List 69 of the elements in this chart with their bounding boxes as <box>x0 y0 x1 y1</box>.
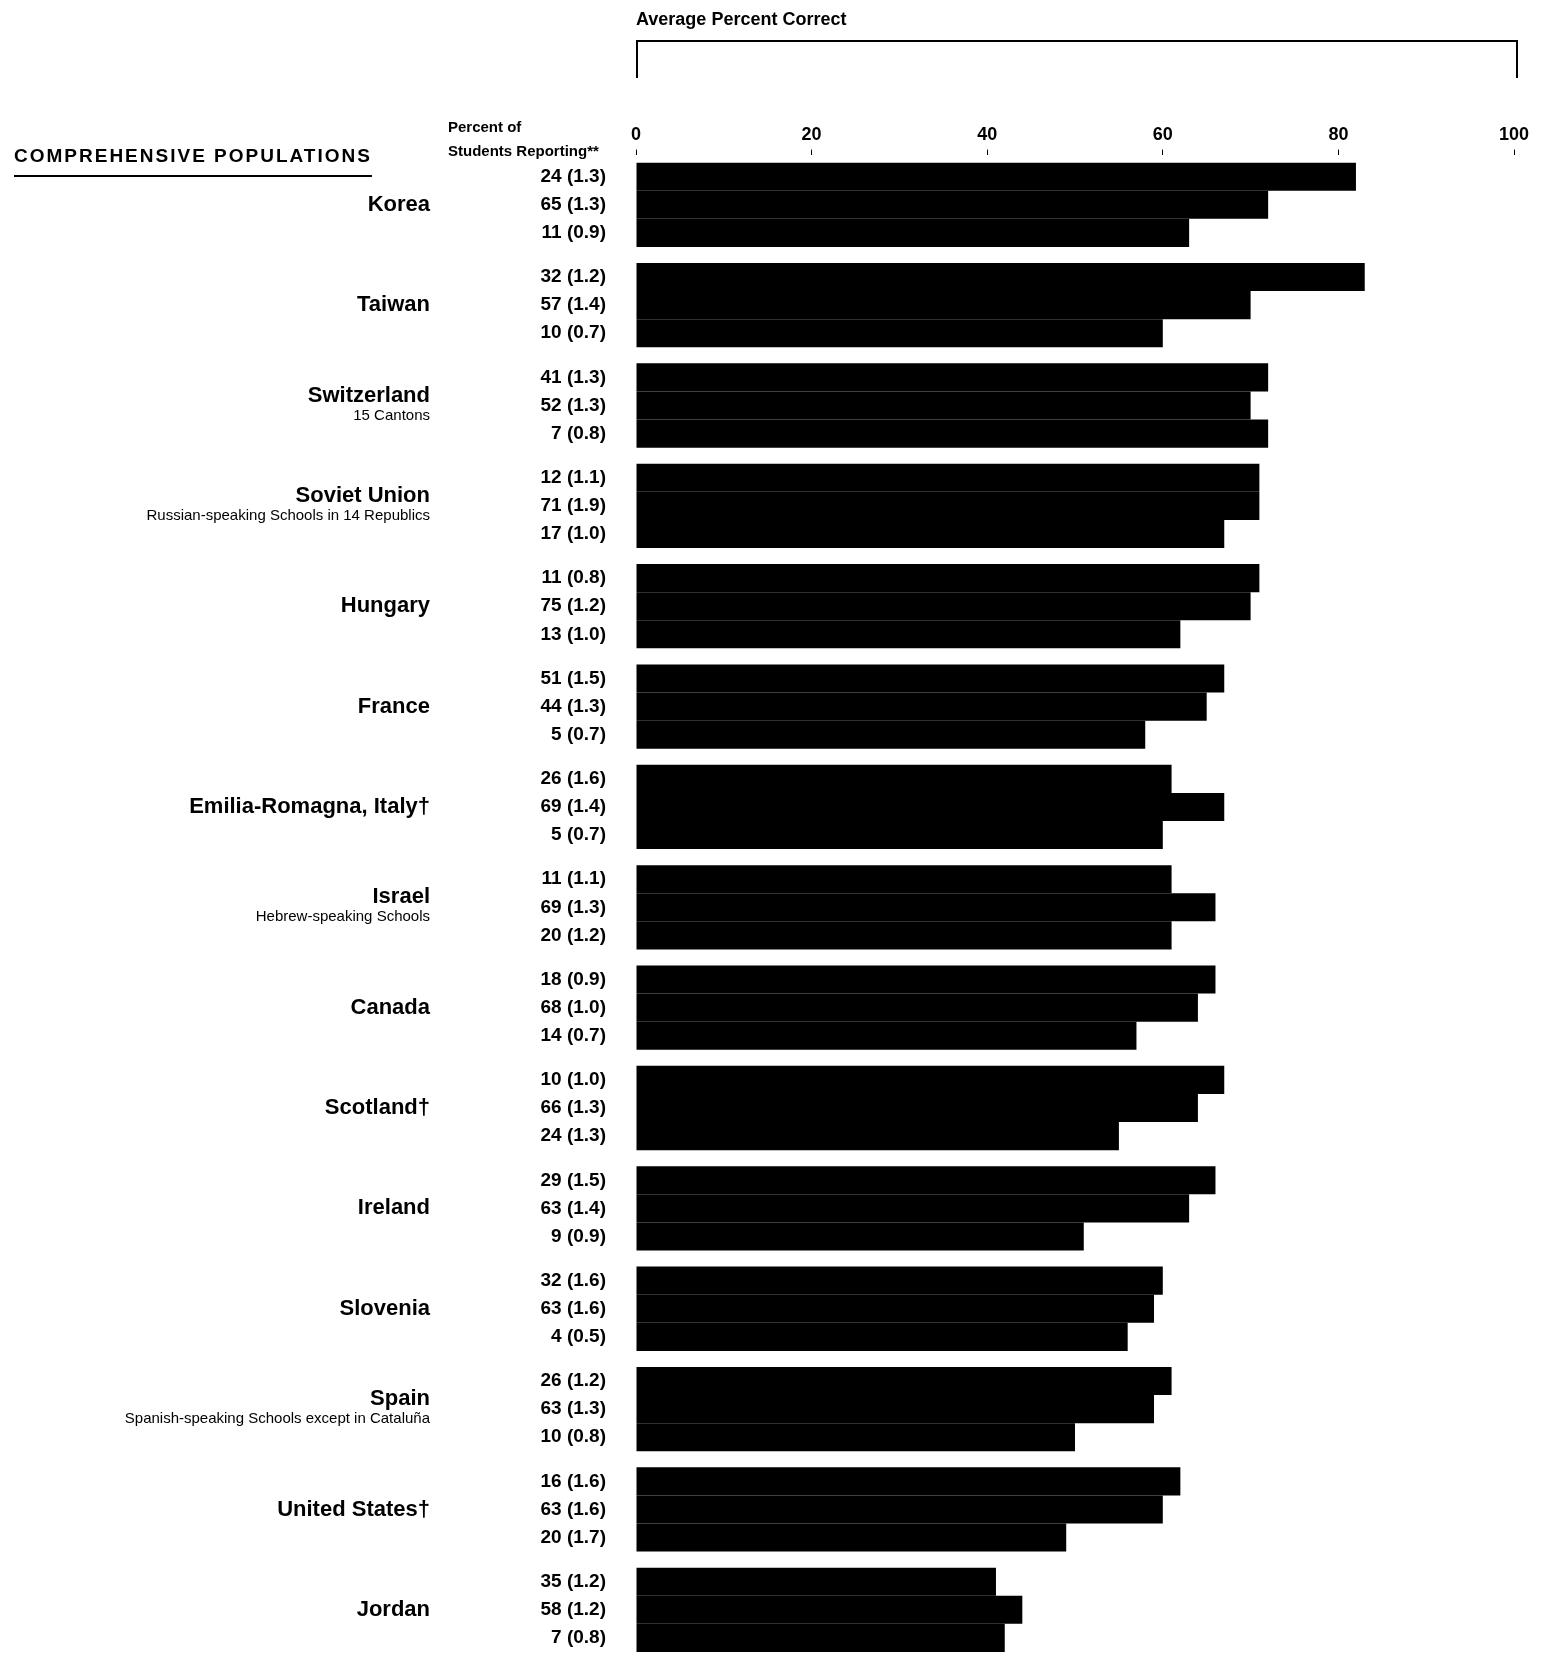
y-tick-label: Korea <box>367 190 431 216</box>
text: 63 (1.3) <box>540 1397 606 1419</box>
y-tick-label: Spain Spanish-speaking Schools except in Cataluña <box>124 1385 431 1427</box>
x2-tick-label: 20 <box>801 123 822 144</box>
x2-tick-label: 80 <box>1328 123 1349 144</box>
text: 63 (1.6) <box>540 1497 606 1519</box>
text: 75 (1.2) <box>540 594 606 616</box>
x2-axis-title: Average Percent Correct <box>636 8 847 29</box>
text: 65 (1.3) <box>540 193 606 215</box>
text: 24 (1.3) <box>540 1124 606 1146</box>
y-tick-label: Israel Hebrew-speaking Schools <box>255 883 430 925</box>
text: 5 (0.7) <box>551 823 606 845</box>
text: 10 (0.8) <box>540 1425 606 1447</box>
y-tick-label: Switzerland 15 Cantons <box>307 381 430 423</box>
text: 7 (0.8) <box>551 1626 606 1648</box>
text: 26 (1.6) <box>540 767 606 789</box>
text: 69 (1.3) <box>540 895 606 917</box>
y-tick-label: Taiwan <box>357 291 430 317</box>
y-tick-label: Hungary <box>340 592 431 618</box>
text: Percent of Students Reporting** <box>448 118 599 160</box>
text: 18 (0.9) <box>540 967 606 989</box>
text: 24 (1.3) <box>540 164 606 186</box>
text: 7 (0.8) <box>551 421 606 443</box>
text: 58 (1.2) <box>540 1598 606 1620</box>
text: 9 (0.9) <box>551 1224 606 1246</box>
y-tick-label: Jordan <box>356 1595 430 1621</box>
text: 66 (1.3) <box>540 1096 606 1118</box>
text: 4 (0.5) <box>551 1325 606 1347</box>
text: 35 (1.2) <box>540 1569 606 1591</box>
text: 20 (1.7) <box>540 1525 606 1547</box>
text: 12 (1.1) <box>540 465 606 487</box>
y-tick-label: United States† <box>277 1495 430 1521</box>
text: 57 (1.4) <box>540 293 606 315</box>
y-tick-label: France <box>357 692 430 718</box>
text: 5 (0.7) <box>551 722 606 744</box>
text: 69 (1.4) <box>540 795 606 817</box>
text: 32 (1.2) <box>540 265 606 287</box>
text: 11 (0.9) <box>541 221 606 243</box>
y-tick-label: Emilia-Romagna, Italy† <box>189 793 430 818</box>
text: 44 (1.3) <box>540 694 606 716</box>
y-tick-label: Canada <box>350 993 431 1019</box>
text: 20 (1.2) <box>540 923 606 945</box>
text: 11 (1.1) <box>541 867 606 889</box>
text: 16 (1.6) <box>540 1469 606 1491</box>
text: 68 (1.0) <box>540 995 606 1017</box>
text: 29 (1.5) <box>540 1168 606 1190</box>
text: 71 (1.9) <box>540 494 606 516</box>
x2-tick-label: 40 <box>977 123 998 144</box>
y-tick-label: Scotland† <box>324 1094 430 1120</box>
text: COMPREHENSIVE POPULATIONS <box>14 145 372 167</box>
x2-tick-label: 100 <box>1498 123 1530 144</box>
x2-tick-label: 0 <box>630 123 642 144</box>
text: 52 (1.3) <box>540 393 606 415</box>
text: 51 (1.5) <box>540 666 606 688</box>
text: 14 (0.7) <box>540 1024 606 1045</box>
text: 26 (1.2) <box>540 1369 606 1391</box>
x2-tick-label: 60 <box>1152 123 1173 144</box>
text: 13 (1.0) <box>540 622 606 644</box>
text: 63 (1.6) <box>540 1296 606 1318</box>
text: 41 (1.3) <box>540 365 606 387</box>
text: 11 (0.8) <box>541 566 606 588</box>
y-tick-label: Soviet Union Russian-speaking Schools in 14 Republics <box>146 481 430 523</box>
text: 32 (1.6) <box>540 1268 606 1290</box>
text: 10 (0.7) <box>540 321 606 343</box>
y-tick-label: Ireland <box>357 1194 430 1220</box>
text: 63 (1.4) <box>540 1196 606 1218</box>
text: 10 (1.0) <box>540 1068 606 1090</box>
y-tick-label: Slovenia <box>339 1294 431 1320</box>
text: 17 (1.0) <box>540 522 606 544</box>
